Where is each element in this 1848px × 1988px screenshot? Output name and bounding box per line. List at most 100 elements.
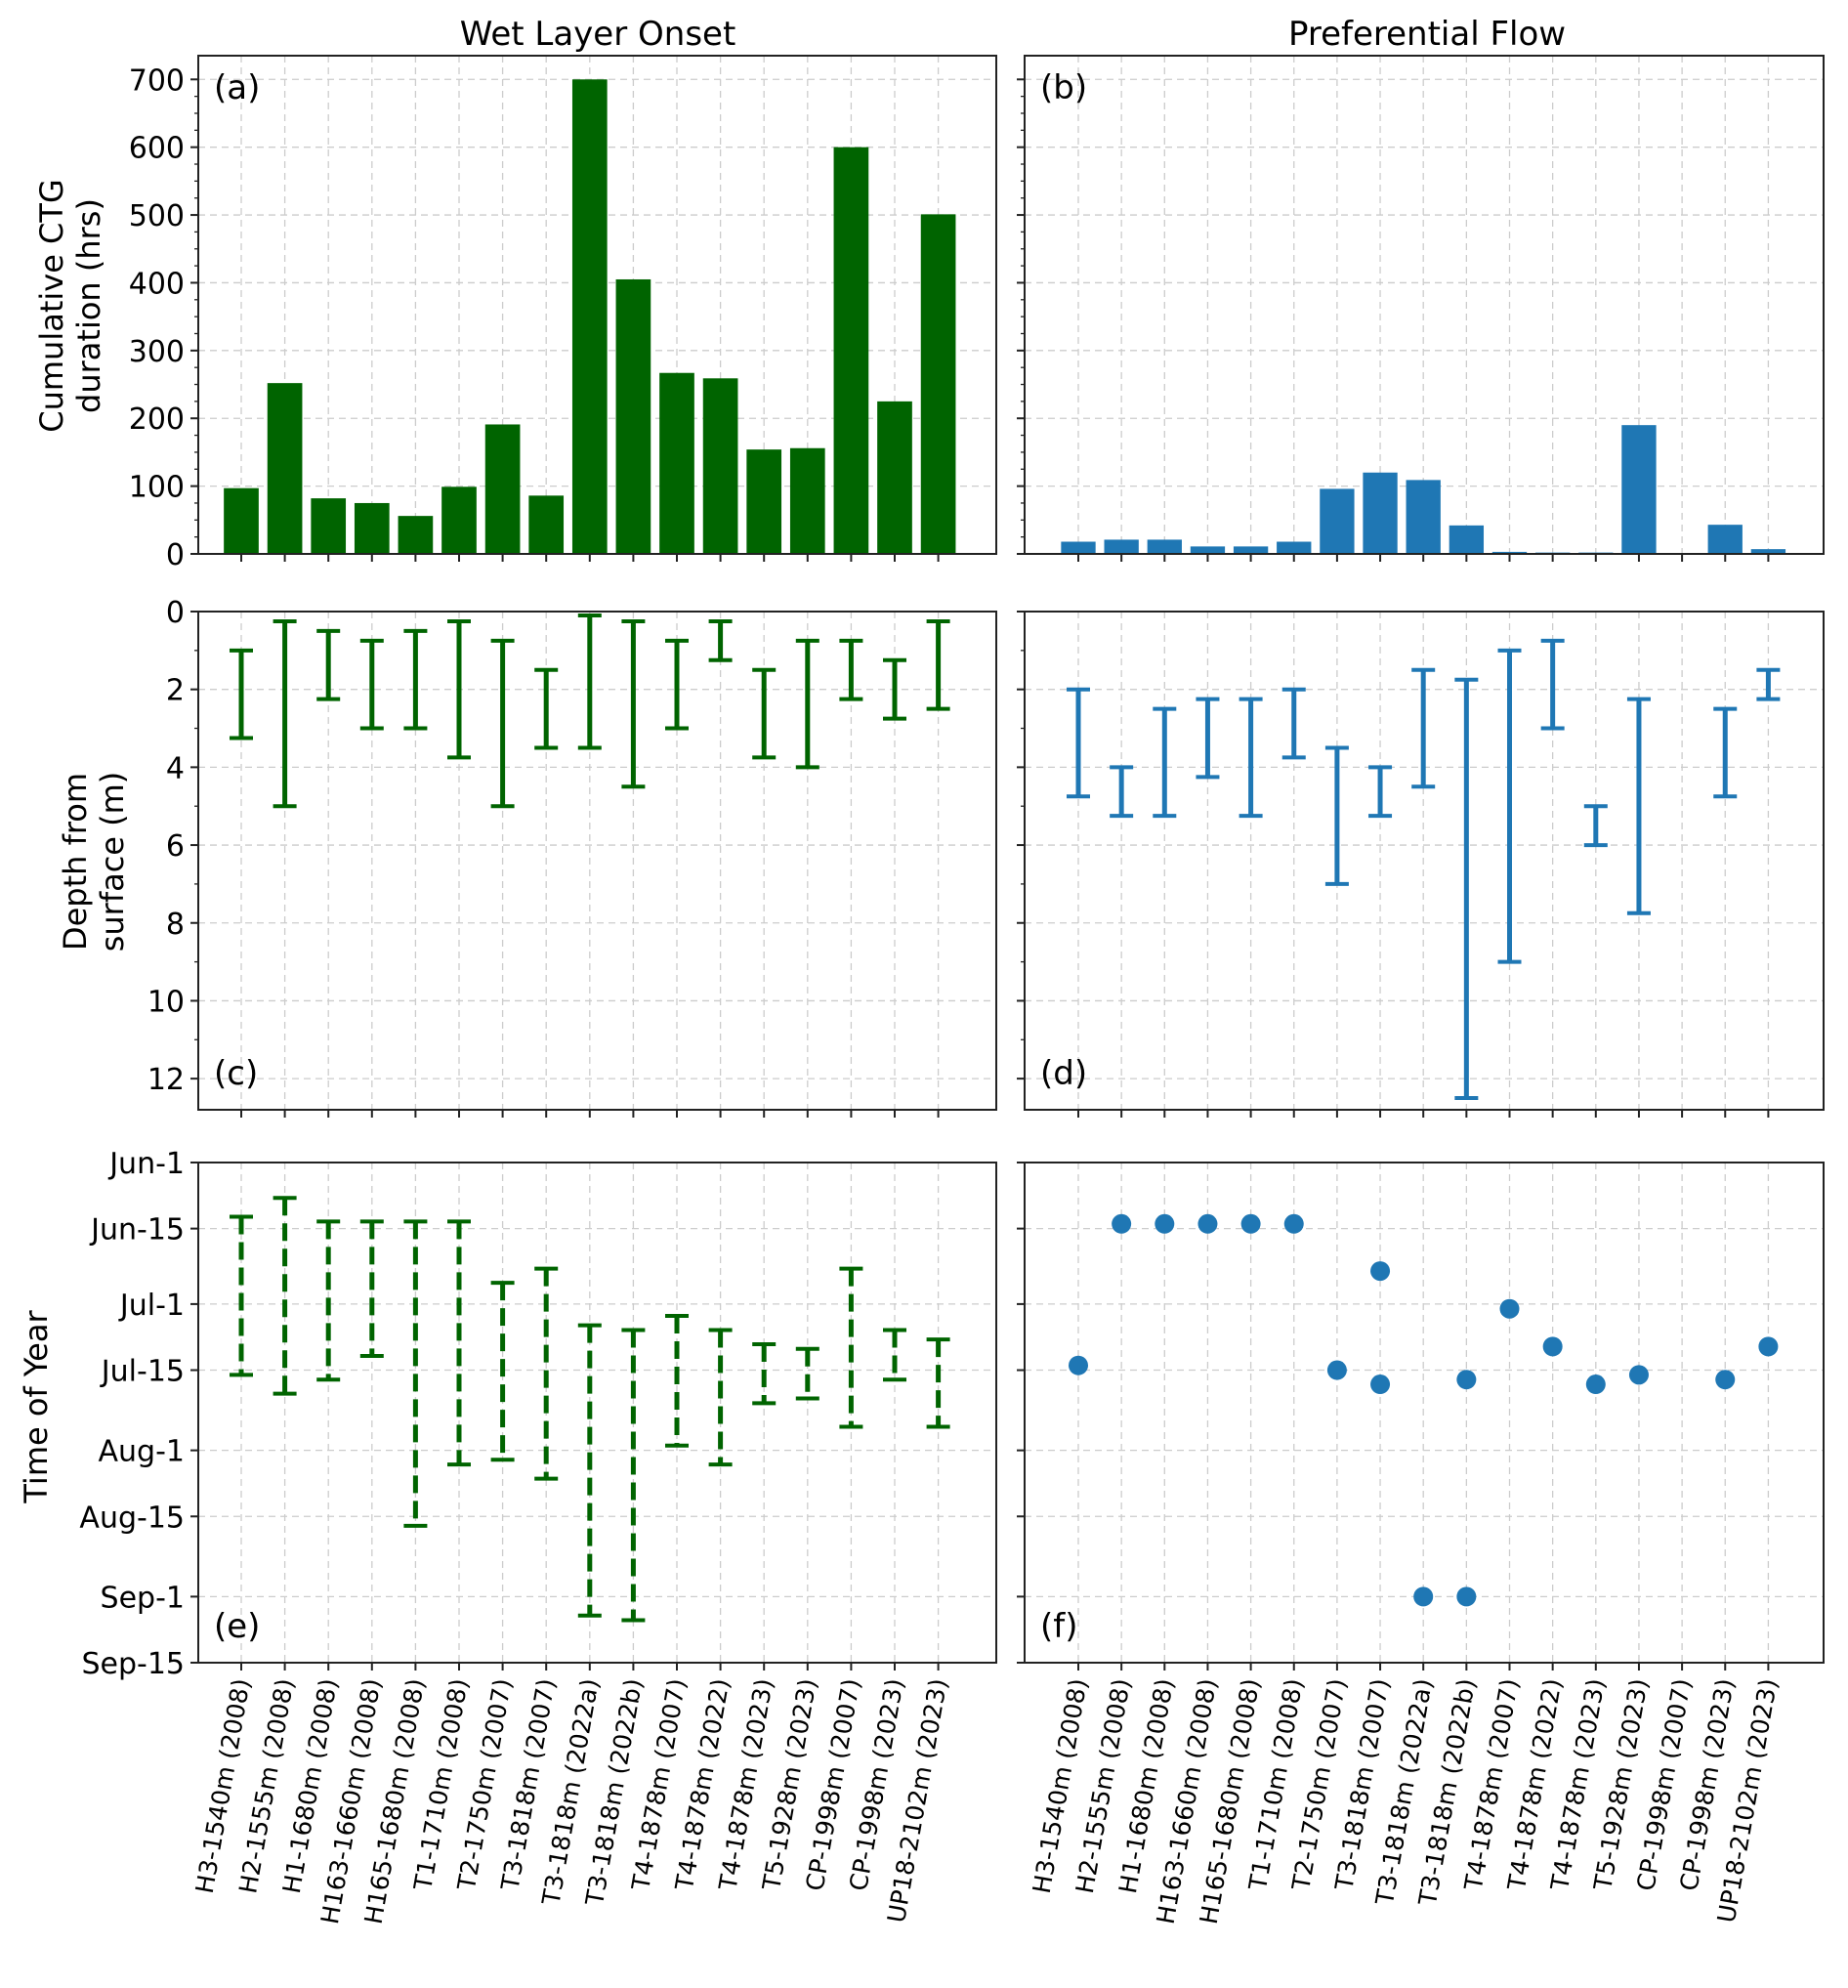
range-c-6 — [490, 638, 515, 809]
bar-a-7 — [528, 495, 565, 554]
range-d-13 — [1626, 697, 1651, 915]
bar-b-15 — [1707, 525, 1743, 554]
range-d-7 — [1368, 765, 1393, 819]
ytick-label: 600 — [129, 132, 185, 166]
range-d-5 — [1281, 687, 1306, 760]
ytick-label: Jun-15 — [89, 1213, 185, 1248]
point-f-16 — [1715, 1370, 1736, 1390]
range-c-11 — [708, 618, 733, 662]
range-c-9 — [621, 618, 646, 789]
ytick-label: Aug-1 — [99, 1435, 186, 1469]
range-e-0 — [230, 1214, 253, 1377]
point-f-6 — [1326, 1360, 1347, 1380]
ytick-label: 500 — [129, 199, 185, 233]
ylabel-depth-line2: surface (m) — [94, 772, 131, 952]
bar-b-13 — [1621, 425, 1657, 554]
bar-b-9 — [1449, 525, 1485, 554]
panel-label-c: (c) — [214, 1054, 258, 1093]
bar-a-4 — [398, 516, 434, 554]
bar-b-6 — [1320, 488, 1355, 554]
range-c-3 — [359, 638, 384, 731]
range-e-11 — [708, 1328, 733, 1467]
range-c-15 — [883, 657, 906, 721]
range-d-15 — [1713, 706, 1738, 799]
point-f-4 — [1240, 1213, 1261, 1234]
range-e-4 — [403, 1219, 428, 1528]
bar-b-10 — [1491, 551, 1528, 554]
bar-b-7 — [1363, 472, 1398, 554]
range-e-5 — [447, 1219, 471, 1467]
point-f-8 — [1370, 1375, 1391, 1395]
axes-frame-a — [197, 55, 997, 555]
bar-a-14 — [833, 147, 869, 554]
panel-label-b: (b) — [1040, 68, 1087, 107]
range-e-9 — [621, 1328, 646, 1623]
ytick-label: 200 — [129, 402, 185, 437]
range-e-8 — [577, 1323, 602, 1618]
range-c-4 — [403, 628, 428, 731]
ytick-label: 0 — [166, 596, 185, 630]
bar-a-15 — [877, 401, 912, 554]
bar-a-5 — [441, 486, 477, 554]
range-c-1 — [273, 618, 297, 809]
bar-a-0 — [224, 487, 259, 554]
axes-frame-e — [197, 1162, 997, 1664]
ytick-label: 700 — [129, 63, 185, 98]
ytick-label: 100 — [129, 471, 185, 505]
bar-b-0 — [1061, 541, 1096, 554]
ytick-label: 12 — [147, 1063, 185, 1097]
range-c-16 — [926, 618, 950, 711]
point-f-17 — [1758, 1336, 1779, 1357]
point-f-15 — [1628, 1365, 1649, 1385]
ytick-label: Sep-1 — [101, 1581, 185, 1615]
point-f-1 — [1112, 1213, 1132, 1234]
axes-frame-b — [1024, 55, 1825, 555]
range-e-3 — [359, 1219, 384, 1359]
panel-label-e: (e) — [214, 1607, 260, 1646]
bar-b-1 — [1104, 539, 1139, 554]
range-e-2 — [316, 1219, 341, 1382]
ytick-label: 300 — [129, 335, 185, 369]
bar-b-2 — [1147, 539, 1182, 554]
range-d-16 — [1756, 667, 1781, 701]
range-d-3 — [1196, 697, 1220, 780]
axes-frame-c — [197, 611, 997, 1111]
bar-a-12 — [746, 449, 782, 554]
range-c-0 — [230, 648, 253, 740]
range-d-6 — [1324, 745, 1349, 886]
bar-b-5 — [1277, 541, 1312, 554]
range-d-8 — [1411, 667, 1436, 789]
range-e-6 — [490, 1281, 515, 1462]
panel-label-a: (a) — [214, 68, 260, 107]
bar-a-16 — [920, 214, 956, 554]
range-c-2 — [316, 628, 341, 701]
bar-a-10 — [659, 372, 694, 554]
panel-label-f: (f) — [1040, 1607, 1078, 1646]
ylabel-ctg-line1: Cumulative CTG — [33, 179, 70, 433]
ytick-label: Jul-1 — [118, 1289, 185, 1323]
ytick-label: 10 — [147, 985, 185, 1019]
point-f-13 — [1542, 1336, 1563, 1357]
bar-a-6 — [484, 424, 521, 554]
ylabel-depth-line1: Depth from — [57, 773, 94, 951]
range-d-4 — [1239, 697, 1263, 819]
bar-a-1 — [267, 383, 303, 554]
range-e-14 — [839, 1266, 863, 1429]
bar-a-9 — [615, 278, 651, 554]
range-e-15 — [883, 1328, 906, 1382]
ytick-label: Jun-1 — [107, 1147, 185, 1181]
ytick-label: 6 — [166, 829, 185, 864]
bar-b-16 — [1750, 549, 1786, 554]
range-e-7 — [534, 1266, 559, 1481]
point-f-11 — [1456, 1370, 1477, 1390]
ylabel-time-of-year: Time of Year — [18, 1310, 55, 1504]
range-c-13 — [795, 638, 819, 770]
ytick-label: 400 — [129, 267, 185, 301]
bar-a-3 — [354, 502, 390, 554]
range-d-1 — [1110, 765, 1134, 819]
range-c-12 — [752, 667, 777, 760]
point-f-10 — [1456, 1586, 1477, 1607]
range-c-10 — [665, 638, 689, 731]
range-e-16 — [926, 1337, 950, 1429]
